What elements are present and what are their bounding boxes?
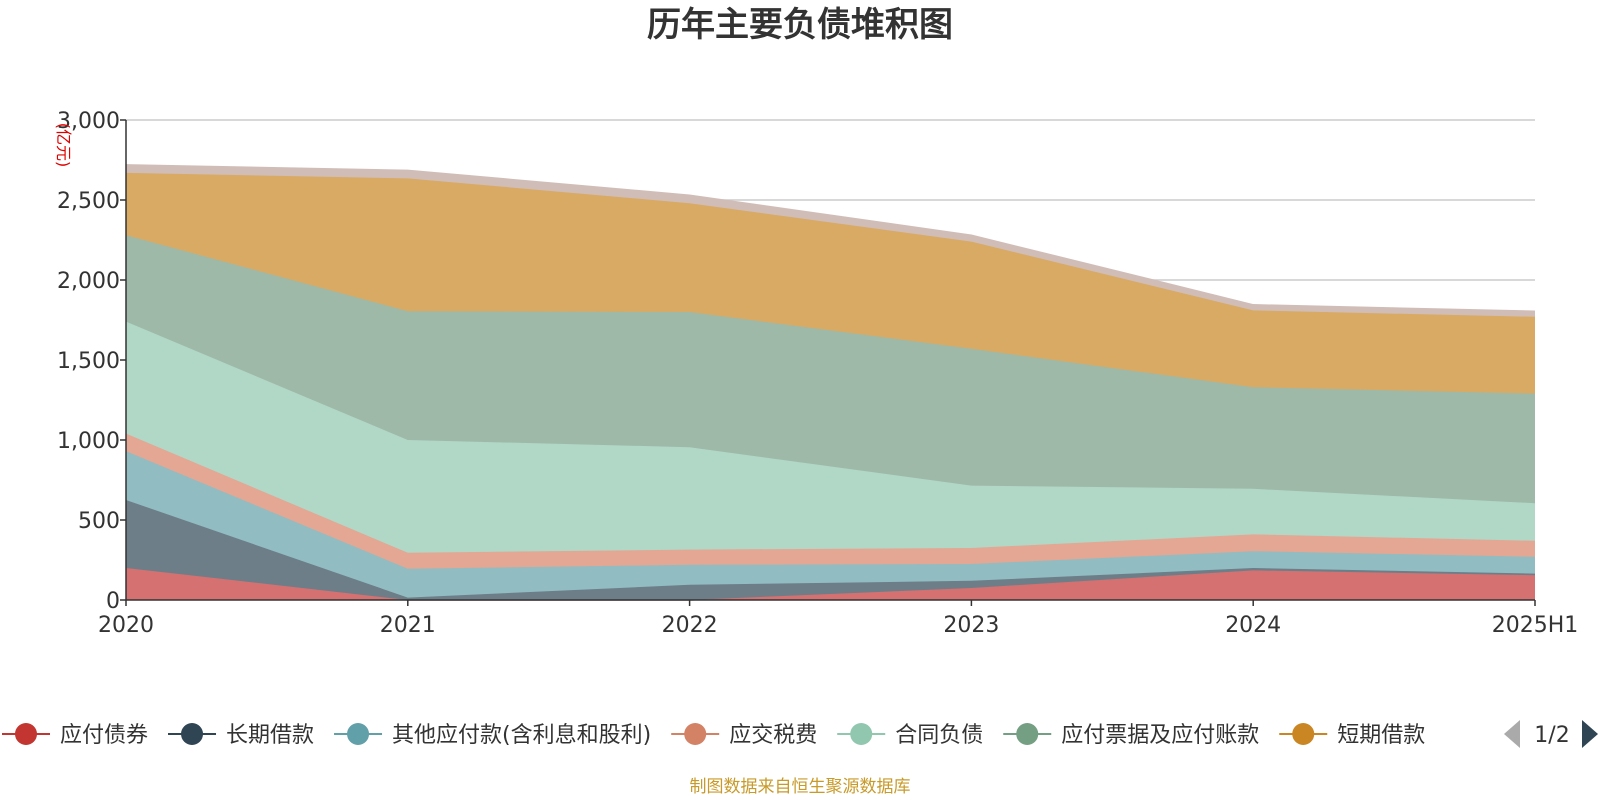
y-tick-label: 3,000 bbox=[57, 109, 120, 134]
legend-marker-icon bbox=[684, 723, 707, 745]
legend-marker-icon bbox=[15, 723, 37, 745]
area-其他应付款-含利息和股利- bbox=[126, 451, 1535, 598]
area-应付票据及应付账款 bbox=[126, 235, 1535, 504]
y-tick-label: 500 bbox=[78, 509, 120, 534]
legend-next-page-icon[interactable] bbox=[1582, 720, 1598, 748]
y-axis-unit-label: (亿元) bbox=[54, 123, 73, 168]
y-tick-label: 1,500 bbox=[57, 349, 120, 374]
legend-label: 合同负债 bbox=[895, 723, 983, 748]
legend-label: 应付票据及应付账款 bbox=[1061, 723, 1259, 748]
legend-item[interactable]: 其他应付款(含利息和股利) bbox=[334, 723, 651, 748]
data-source-note: 制图数据来自恒生聚源数据库 bbox=[690, 777, 911, 797]
legend-items: 应付债券 长期借款 其他应付款(含利息和股利) 应交税费 合同负债 应付票据及应付账款 短期… bbox=[2, 723, 1425, 748]
legend-label: 应付债券 bbox=[60, 723, 148, 748]
legend-marker-icon bbox=[850, 723, 873, 745]
legend-item[interactable]: 应付债券 bbox=[2, 723, 148, 748]
axes: 0 500 1,000 1,500 2,000 2,500 3,000 2020 2021 202… bbox=[57, 109, 1578, 638]
x-tick-label: 2022 bbox=[662, 613, 718, 638]
x-tick-label: 2025H1 bbox=[1492, 613, 1579, 638]
legend-item[interactable]: 长期借款 bbox=[168, 723, 314, 748]
chart-title: 历年主要负债堆积图 bbox=[647, 5, 953, 45]
area-短期借款 bbox=[126, 172, 1535, 394]
legend-prev-page-icon[interactable] bbox=[1504, 720, 1520, 748]
y-tick-label: 1,000 bbox=[57, 429, 120, 454]
line-其他 bbox=[125, 164, 1536, 312]
legend-label: 长期借款 bbox=[226, 723, 314, 748]
line-其他应付款-含利息和股利- bbox=[125, 450, 1536, 570]
legend-label: 短期借款 bbox=[1337, 723, 1425, 748]
y-tick-label: 2,000 bbox=[57, 269, 120, 294]
area-series bbox=[125, 164, 1536, 601]
legend-label: 应交税费 bbox=[729, 723, 817, 748]
legend-marker-icon bbox=[1292, 723, 1315, 745]
legend-page-indicator: 1/2 bbox=[1534, 723, 1569, 748]
area-合同负债 bbox=[126, 321, 1535, 553]
legend-label: 其他应付款(含利息和股利) bbox=[392, 723, 651, 748]
legend-marker-icon bbox=[181, 723, 204, 745]
legend-item[interactable]: 短期借款 bbox=[1279, 723, 1425, 748]
legend[interactable]: 应付债券 长期借款 其他应付款(含利息和股利) 应交税费 合同负债 应付票据及应付账款 短期… bbox=[2, 720, 1598, 748]
legend-item[interactable]: 应交税费 bbox=[671, 723, 817, 748]
x-tick-label: 2024 bbox=[1225, 613, 1281, 638]
y-tick-label: 2,500 bbox=[57, 189, 120, 214]
legend-marker-icon bbox=[1016, 723, 1039, 745]
legend-item[interactable]: 合同负债 bbox=[837, 723, 983, 748]
y-tick-label: 0 bbox=[106, 589, 120, 614]
legend-item[interactable]: 应付票据及应付账款 bbox=[1003, 723, 1259, 748]
area-应付债券 bbox=[126, 568, 1535, 600]
x-tick-label: 2020 bbox=[98, 613, 154, 638]
legend-marker-icon bbox=[347, 723, 370, 745]
x-tick-label: 2021 bbox=[380, 613, 436, 638]
x-tick-label: 2023 bbox=[943, 613, 999, 638]
